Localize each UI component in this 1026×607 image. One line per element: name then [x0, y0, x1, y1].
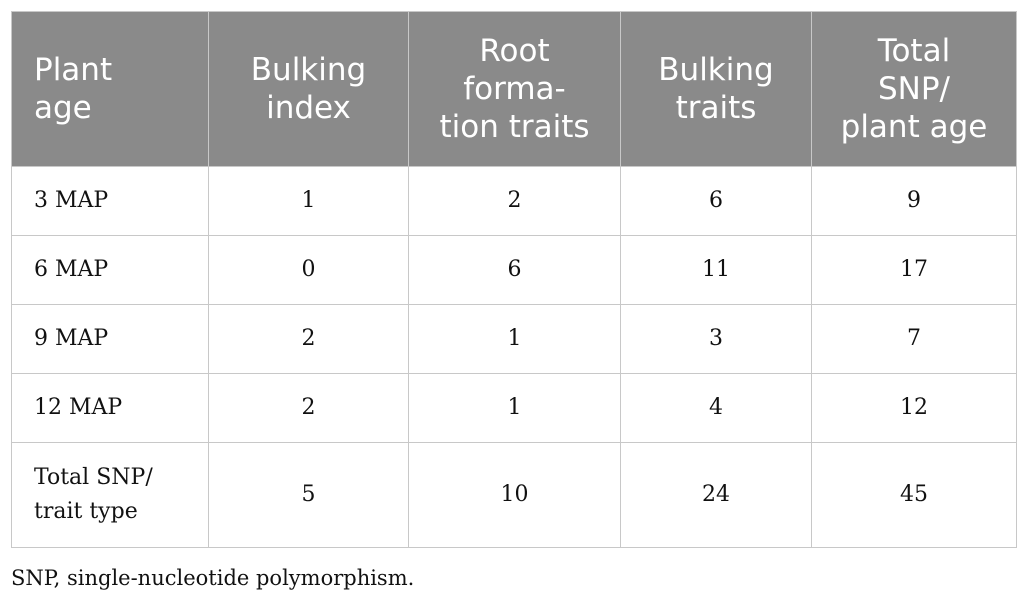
table-cell: 17 — [811, 235, 1017, 305]
header-root-formation-traits: Root forma- tion traits — [408, 11, 621, 167]
table-cell: 1 — [208, 166, 409, 236]
row-label: 9 MAP — [11, 304, 209, 374]
table-row: 3 MAP 1 2 6 9 — [11, 166, 1017, 236]
header-row: Plant age Bulking index Root forma- tion… — [11, 11, 1017, 167]
row-label: 6 MAP — [11, 235, 209, 305]
table-cell: 4 — [620, 373, 812, 443]
table-cell: 1 — [408, 304, 621, 374]
table-cell: 11 — [620, 235, 812, 305]
snp-table: Plant age Bulking index Root forma- tion… — [11, 11, 1017, 548]
row-label: Total SNP/ trait type — [11, 442, 209, 548]
table-cell: 2 — [408, 166, 621, 236]
table-cell: 7 — [811, 304, 1017, 374]
row-label: 3 MAP — [11, 166, 209, 236]
table-row: 12 MAP 2 1 4 12 — [11, 373, 1017, 443]
header-bulking-traits: Bulking traits — [620, 11, 812, 167]
table-cell: 1 — [408, 373, 621, 443]
table-cell: 5 — [208, 442, 409, 548]
data-table-container: Plant age Bulking index Root forma- tion… — [11, 11, 1017, 548]
table-cell: 2 — [208, 304, 409, 374]
header-plant-age: Plant age — [11, 11, 209, 167]
table-body: 3 MAP 1 2 6 9 6 MAP 0 6 11 17 9 MAP 2 1 … — [11, 166, 1017, 548]
table-cell: 12 — [811, 373, 1017, 443]
table-cell: 10 — [408, 442, 621, 548]
header-total-snp-plant-age: Total SNP/ plant age — [811, 11, 1017, 167]
table-cell: 45 — [811, 442, 1017, 548]
table-header: Plant age Bulking index Root forma- tion… — [11, 11, 1017, 167]
table-cell: 3 — [620, 304, 812, 374]
table-cell: 6 — [408, 235, 621, 305]
table-row-total: Total SNP/ trait type 5 10 24 45 — [11, 442, 1017, 548]
table-row: 6 MAP 0 6 11 17 — [11, 235, 1017, 305]
header-bulking-index: Bulking index — [208, 11, 409, 167]
table-cell: 24 — [620, 442, 812, 548]
table-cell: 9 — [811, 166, 1017, 236]
table-row: 9 MAP 2 1 3 7 — [11, 304, 1017, 374]
row-label: 12 MAP — [11, 373, 209, 443]
table-cell: 0 — [208, 235, 409, 305]
table-cell: 2 — [208, 373, 409, 443]
table-footnote: SNP, single-nucleotide polymorphism. — [11, 566, 415, 590]
table-cell: 6 — [620, 166, 812, 236]
